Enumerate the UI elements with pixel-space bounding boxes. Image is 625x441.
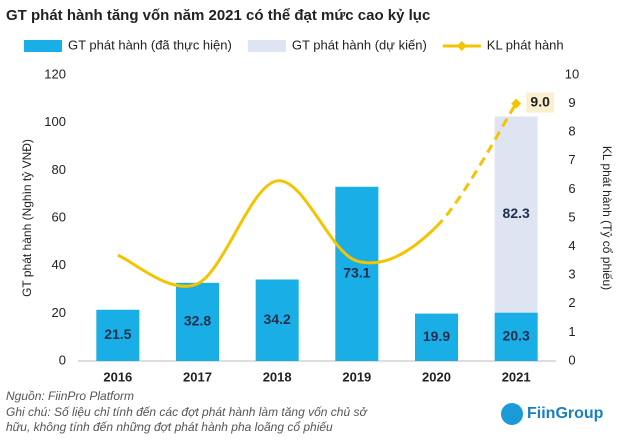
y2-tick-label: 1 (568, 324, 575, 339)
y2-tick-label: 3 (568, 267, 575, 282)
bar-label: 20.3 (503, 328, 530, 344)
line-marker (511, 98, 522, 109)
source: Nguồn: FiinPro Platform (6, 389, 134, 403)
bar (175, 282, 220, 361)
y2-tick-label: 7 (568, 152, 575, 167)
y-tick-label: 60 (52, 209, 66, 224)
chart-title: GT phát hành tăng vốn năm 2021 có thể đạ… (6, 7, 430, 24)
y2-tick-label: 5 (568, 209, 575, 224)
y-tick-label: 100 (44, 114, 66, 129)
label-box (526, 92, 555, 113)
line-segment (356, 225, 438, 265)
bar-label: 82.3 (503, 205, 530, 221)
y2-tick-label: 2 (568, 295, 575, 310)
legend-label: GT phát hành (dự kiến) (292, 37, 427, 52)
y-tick-label: 40 (52, 257, 66, 272)
y2-tick-label: 9 (568, 95, 575, 110)
legend-swatch (247, 40, 286, 52)
bar-label: 34.2 (264, 311, 291, 327)
bar (255, 279, 299, 361)
legend-label: KL phát hành (487, 37, 564, 52)
x-tick-label: 2020 (422, 369, 451, 384)
line-label: 9.0 (530, 93, 550, 109)
x-tick-label: 2017 (183, 369, 212, 384)
logo-icon (501, 403, 523, 425)
note: hữu, không tính đến những đợt phát hành … (6, 420, 333, 434)
y-tick-label: 20 (52, 305, 66, 320)
bar-label: 73.1 (343, 265, 370, 281)
y2-axis-label: KL phát hành (Tỷ cổ phiếu) (600, 146, 614, 290)
x-tick-label: 2018 (263, 369, 292, 384)
line-segment (276, 179, 358, 263)
logo: FiinGroup (527, 405, 604, 422)
y-tick-label: 120 (44, 66, 66, 81)
line-segment (196, 179, 278, 286)
legend-marker (456, 41, 467, 51)
y-tick-label: 0 (59, 352, 66, 367)
y-tick-label: 80 (52, 162, 66, 177)
x-tick-label: 2016 (103, 369, 132, 384)
bar (414, 313, 459, 361)
bar (96, 309, 140, 361)
bar-label: 21.5 (104, 326, 131, 342)
legend-swatch (24, 40, 62, 52)
bar-label: 19.9 (423, 328, 450, 344)
y2-tick-label: 0 (568, 352, 575, 367)
line-segment (435, 102, 518, 228)
x-tick-label: 2019 (342, 369, 371, 384)
x-tick-label: 2021 (502, 369, 531, 384)
bar-label: 32.8 (184, 313, 211, 329)
bar (494, 312, 538, 361)
note: Ghi chú: Số liệu chỉ tính đến các đợt ph… (6, 405, 368, 419)
line-segment (117, 253, 199, 288)
y2-tick-label: 6 (568, 181, 575, 196)
y2-tick-label: 8 (568, 124, 575, 139)
bar (494, 116, 538, 313)
legend-label: GT phát hành (đã thực hiện) (68, 37, 232, 52)
y-axis-label: GT phát hành (Nghìn tỷ VNĐ) (20, 139, 34, 297)
y2-tick-label: 4 (568, 238, 575, 253)
y2-tick-label: 10 (565, 66, 579, 81)
bar (335, 186, 379, 361)
